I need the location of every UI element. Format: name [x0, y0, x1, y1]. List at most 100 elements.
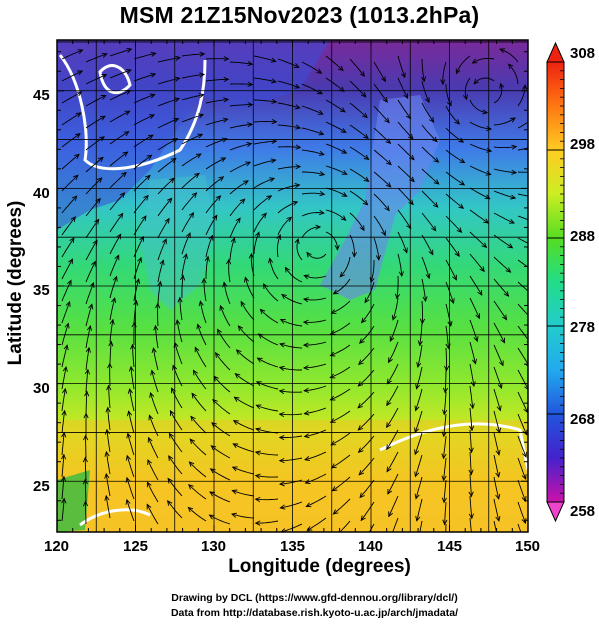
- streamline: [386, 451, 399, 472]
- streamline: [414, 454, 423, 477]
- streamline-arrowhead: [364, 297, 370, 304]
- streamline-arrowhead: [208, 514, 215, 520]
- streamline: [258, 333, 279, 346]
- streamline: [133, 154, 152, 170]
- colorbar-tick-label: 288: [570, 228, 596, 245]
- streamline: [493, 256, 511, 273]
- streamline: [181, 173, 200, 189]
- streamline: [280, 523, 303, 532]
- streamline-arrowhead: [172, 364, 178, 371]
- streamline: [127, 433, 135, 456]
- streamline: [61, 476, 65, 500]
- streamline-arrowhead: [385, 182, 392, 188]
- streamline-arrowhead: [498, 360, 504, 367]
- streamline-arrowhead: [246, 141, 253, 147]
- streamline: [105, 495, 111, 519]
- streamline-arrowhead: [486, 126, 493, 132]
- streamline: [109, 90, 131, 101]
- streamline: [157, 281, 161, 305]
- streamline-arrowhead: [240, 300, 246, 307]
- streamline: [213, 376, 231, 393]
- streamline-arrowhead: [175, 55, 182, 61]
- streamline-arrowhead: [82, 500, 89, 507]
- streamline: [373, 83, 388, 103]
- streamline-arrowhead: [303, 387, 310, 393]
- streamline: [349, 168, 369, 182]
- streamline: [157, 138, 178, 151]
- streamline-arrowhead: [499, 48, 506, 54]
- streamline-arrowhead: [168, 455, 174, 462]
- streamline-arrowhead: [65, 300, 71, 307]
- streamline: [493, 432, 500, 455]
- streamline: [253, 159, 276, 167]
- x-tick-label: 130: [201, 538, 227, 555]
- streamline: [157, 198, 173, 217]
- streamline-arrowhead: [485, 170, 492, 176]
- streamline: [469, 231, 487, 248]
- streamline-arrowhead: [339, 107, 346, 113]
- streamline-arrowhead: [507, 63, 514, 70]
- streamline-arrowhead: [237, 325, 244, 331]
- streamline-arrowhead: [417, 340, 423, 347]
- streamline-arrowhead: [149, 93, 156, 99]
- streamline-arrowhead: [82, 478, 88, 485]
- streamline-arrowhead: [171, 387, 176, 394]
- streamline: [325, 187, 347, 197]
- streamline: [209, 491, 231, 503]
- streamline-arrowhead: [69, 237, 75, 244]
- streamline: [415, 476, 423, 499]
- streamline-arrowhead: [210, 445, 217, 451]
- streamline: [133, 73, 156, 82]
- streamline-arrowhead: [254, 496, 261, 503]
- streamline-arrowhead: [449, 298, 455, 305]
- streamline: [157, 98, 180, 107]
- streamline: [493, 117, 516, 126]
- streamline-arrowhead: [278, 458, 285, 464]
- streamline-arrowhead: [259, 308, 266, 315]
- streamline: [443, 435, 447, 459]
- streamline-arrowhead: [235, 217, 241, 224]
- streamline: [181, 192, 197, 211]
- wind-streamlines: [61, 47, 528, 532]
- streamline-arrowhead: [408, 133, 414, 140]
- streamline-arrowhead: [279, 319, 286, 324]
- streamline: [277, 102, 300, 109]
- streamline: [229, 217, 241, 239]
- streamline-arrowhead: [191, 392, 197, 399]
- streamline-arrowhead: [510, 194, 517, 200]
- streamline-arrowhead: [180, 274, 186, 281]
- streamline: [61, 345, 68, 368]
- streamline: [469, 473, 472, 497]
- streamline: [445, 237, 460, 257]
- streamline: [302, 171, 325, 176]
- streamline: [203, 278, 207, 302]
- streamline: [255, 475, 279, 478]
- streamline: [85, 325, 91, 349]
- streamline: [181, 153, 202, 167]
- streamline-arrowhead: [495, 515, 501, 522]
- streamline-arrowhead: [166, 197, 173, 204]
- streamline-arrowhead: [135, 278, 141, 285]
- streamline: [305, 473, 327, 484]
- streamline: [388, 495, 399, 517]
- contour-loop: [98, 64, 132, 95]
- streamline: [205, 98, 229, 104]
- streamline: [179, 297, 183, 321]
- streamline: [469, 517, 472, 532]
- streamline-arrowhead: [70, 216, 76, 222]
- streamline: [419, 322, 423, 346]
- streamline: [517, 171, 528, 173]
- streamline-arrowhead: [521, 518, 527, 525]
- streamline-arrowhead: [278, 434, 285, 441]
- streamline: [469, 99, 488, 114]
- streamline-arrowhead: [421, 76, 427, 83]
- x-axis-label: Longitude (degrees): [228, 556, 411, 577]
- streamline-arrowhead: [495, 449, 501, 456]
- streamline: [306, 495, 327, 507]
- streamline: [397, 77, 409, 99]
- streamline: [253, 213, 267, 233]
- streamline: [232, 443, 255, 453]
- streamline: [181, 253, 187, 277]
- streamline: [517, 193, 528, 197]
- streamline: [358, 347, 375, 365]
